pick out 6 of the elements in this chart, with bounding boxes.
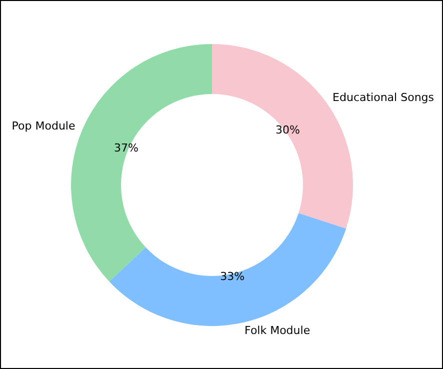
data-label: 33%: [220, 270, 245, 283]
data-label: 30%: [275, 124, 300, 137]
slice-label: Folk Module: [244, 324, 310, 337]
slice-label: Educational Songs: [332, 90, 434, 104]
slice-label: Pop Module: [12, 119, 76, 132]
data-label: 37%: [114, 141, 138, 154]
